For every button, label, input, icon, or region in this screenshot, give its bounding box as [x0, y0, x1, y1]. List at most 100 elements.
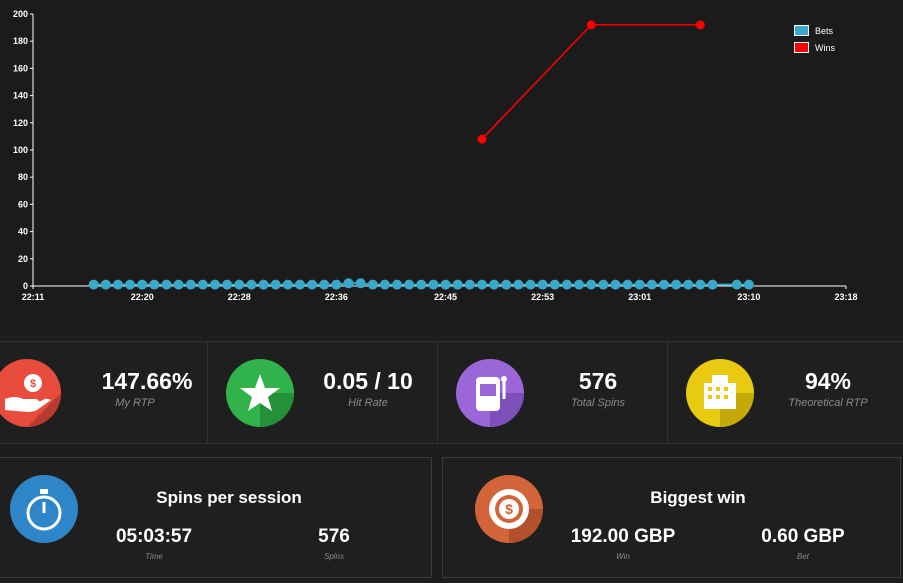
bets-point — [307, 279, 318, 290]
y-tick-label: 160 — [13, 63, 28, 73]
bets-point — [112, 279, 123, 290]
y-tick-label: 20 — [18, 254, 28, 264]
bets-point — [537, 279, 548, 290]
bets-point — [367, 279, 378, 290]
bets-point — [476, 279, 487, 290]
bets-point — [282, 279, 293, 290]
bets-point — [501, 279, 512, 290]
bets-point — [343, 278, 354, 289]
y-tick-label: 40 — [18, 227, 28, 237]
y-tick-label: 140 — [13, 91, 28, 101]
y-tick-label: 60 — [18, 199, 28, 209]
x-tick-label: 23:18 — [834, 292, 857, 302]
bets-point — [234, 279, 245, 290]
bets-point — [634, 279, 645, 290]
bets-point — [707, 279, 718, 290]
bets-point — [489, 279, 500, 290]
session-spins-value: 576 — [318, 526, 350, 547]
bets-point — [319, 279, 330, 290]
bets-wins-chart: 0 20 40 60 80 100 120 140 160 180 200 22:11 22:20 22:… — [12, 9, 858, 302]
svg-text:$: $ — [30, 378, 36, 390]
bets-point — [610, 279, 621, 290]
bets-point — [258, 279, 269, 290]
bets-point — [161, 279, 172, 290]
bets-point — [671, 279, 682, 290]
bets-point — [355, 278, 366, 289]
bets-point — [185, 279, 196, 290]
stat-label: Theoretical RTP — [788, 397, 868, 409]
bets-point — [452, 279, 463, 290]
y-tick-label: 100 — [13, 145, 28, 155]
session-time-label: Time — [145, 552, 163, 561]
biggest-win-label: Win — [616, 552, 630, 561]
stats-row: $ 147.66% My RTP 0.05 / 10 Hit Rate 576 … — [0, 341, 903, 444]
x-tick-label: 22:28 — [228, 292, 251, 302]
bets-point — [404, 279, 415, 290]
wins-point — [477, 134, 487, 144]
bets-point — [100, 279, 111, 290]
x-tick-label: 22:20 — [131, 292, 154, 302]
x-tick-label: 23:10 — [737, 292, 760, 302]
stat-value: 0.05 / 10 — [323, 368, 413, 394]
biggest-bet-label: Bet — [796, 552, 809, 561]
card-title: Spins per session — [156, 488, 302, 507]
bets-point — [197, 279, 208, 290]
casino-chip-icon: $ — [475, 475, 543, 543]
bets-point — [246, 279, 257, 290]
stat-label: Total Spins — [570, 397, 626, 409]
bets-point — [695, 279, 706, 290]
hand-money-icon: $ — [0, 359, 61, 427]
wins-point — [586, 20, 596, 30]
biggest-bet-value: 0.60 GBP — [761, 526, 845, 547]
bets-point — [683, 279, 694, 290]
y-tick-label: 80 — [18, 172, 28, 182]
slot-machine-icon — [456, 359, 524, 427]
bets-point — [549, 279, 560, 290]
wins-point — [695, 20, 705, 30]
wins-line — [481, 24, 701, 140]
bets-point — [464, 279, 475, 290]
y-tick-label: 0 — [23, 281, 28, 291]
bets-point — [525, 279, 536, 290]
bets-point — [513, 279, 524, 290]
session-spins-label: Spins — [323, 552, 344, 561]
legend-item-wins: Wins — [794, 39, 835, 56]
bets-point — [586, 279, 597, 290]
bets-point — [622, 279, 633, 290]
x-tick-label: 22:36 — [325, 292, 348, 302]
x-tick-label: 23:01 — [628, 292, 651, 302]
bets-point — [149, 279, 160, 290]
x-tick-label: 22:11 — [22, 292, 45, 302]
stat-label: Hit Rate — [348, 397, 388, 409]
bets-point — [440, 279, 451, 290]
stat-hit-rate: 0.05 / 10 Hit Rate — [208, 342, 438, 443]
y-tick-label: 120 — [13, 118, 28, 128]
stat-total-spins: 576 Total Spins — [438, 342, 668, 443]
bets-point — [416, 279, 427, 290]
session-time-value: 05:03:57 — [115, 526, 193, 547]
bets-point — [731, 279, 742, 290]
bets-point — [561, 279, 572, 290]
legend-label-bets: Bets — [815, 25, 834, 36]
stat-value: 576 — [578, 368, 618, 394]
stat-my-rtp: $ 147.66% My RTP — [0, 342, 208, 443]
spins-per-session-card: Spins per session 05:03:57 Time 576 Spin… — [0, 457, 432, 578]
bets-point — [270, 279, 281, 290]
bets-point — [379, 279, 390, 290]
stat-value: 94% — [804, 368, 852, 394]
y-tick-label: 180 — [13, 36, 28, 46]
x-tick-label: 22:53 — [531, 292, 554, 302]
building-icon — [686, 359, 754, 427]
legend-swatch-bets — [794, 25, 809, 36]
bets-point — [428, 279, 439, 290]
legend-item-bets: Bets — [794, 22, 835, 39]
biggest-win-card: $ Biggest win 192.00 GBP Win 0.60 GBP Be… — [442, 457, 901, 578]
stat-theoretical-rtp: 94% Theoretical RTP — [668, 342, 903, 443]
y-tick-label: 200 — [13, 9, 28, 19]
bets-point — [658, 279, 669, 290]
bets-point — [294, 279, 305, 290]
bets-point — [210, 279, 221, 290]
card-title: Biggest win — [650, 488, 746, 507]
bets-point — [137, 279, 148, 290]
x-tick-label: 22:45 — [434, 292, 457, 302]
